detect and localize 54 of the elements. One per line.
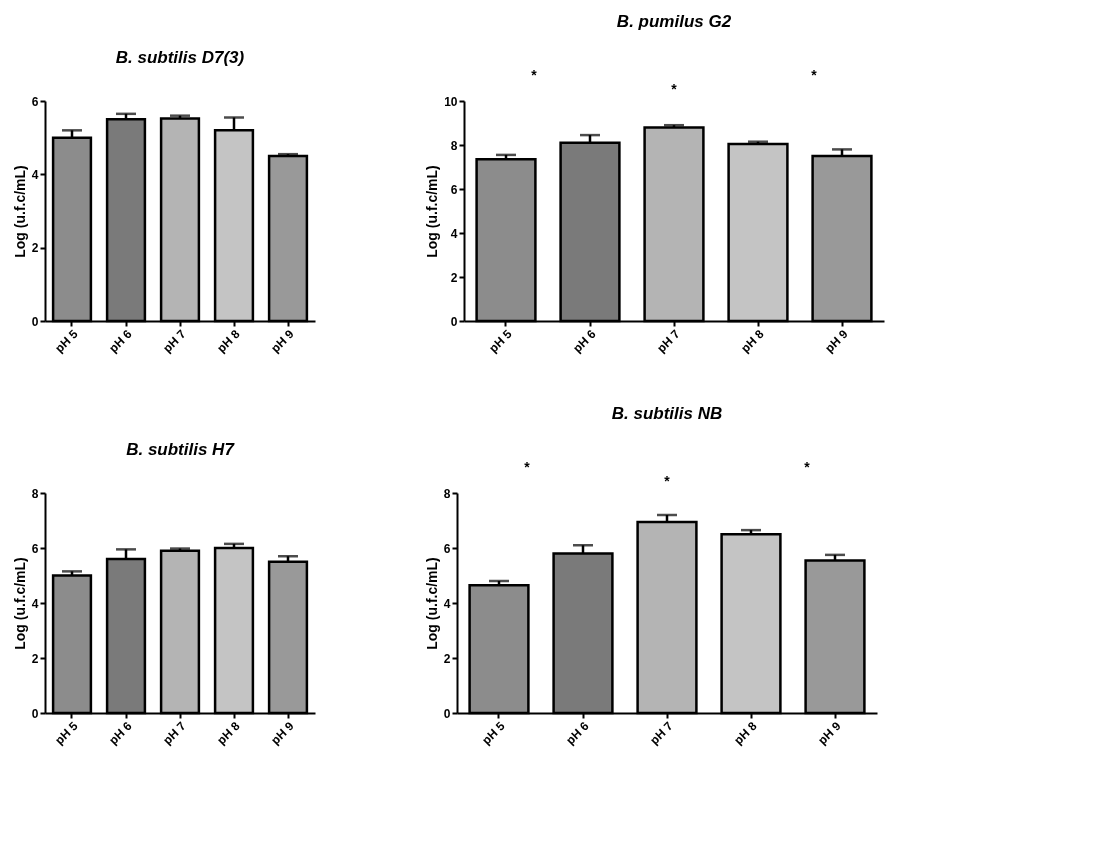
chart-title: B. subtilis H7 <box>126 440 236 459</box>
y-tick-label: 8 <box>443 486 451 501</box>
x-tick-label: pH 7 <box>647 718 676 748</box>
y-axis-title: Log (u.f.c/mL) <box>423 557 440 650</box>
y-tick-label: 0 <box>31 706 39 721</box>
y-tick-label: 0 <box>450 314 458 329</box>
text: * <box>531 67 538 83</box>
y-tick-label: 4 <box>31 167 39 182</box>
x-tick-label: pH 8 <box>214 718 243 748</box>
text: * <box>524 459 531 475</box>
x-tick-label: pH 8 <box>738 326 767 356</box>
text: * <box>671 81 678 97</box>
chart-title: B. pumilus G2 <box>616 12 732 31</box>
y-tick-label: 0 <box>443 706 451 721</box>
x-tick-label: pH 5 <box>52 718 81 748</box>
x-tick-label: pH 6 <box>106 718 135 748</box>
x-tick-label: pH 7 <box>160 326 189 356</box>
x-tick-label: pH 8 <box>731 718 760 748</box>
y-tick-label: 6 <box>31 541 39 556</box>
y-tick-label: 4 <box>450 226 458 241</box>
x-tick-label: pH 6 <box>106 326 135 356</box>
y-tick-label: 10 <box>444 94 458 109</box>
y-tick-label: 2 <box>443 651 451 666</box>
text: * <box>811 67 818 83</box>
x-tick-label: pH 9 <box>268 326 297 356</box>
y-tick-label: 8 <box>450 138 458 153</box>
y-tick-label: 6 <box>31 94 39 109</box>
x-tick-label: pH 6 <box>563 718 592 748</box>
x-tick-label: pH 9 <box>822 326 851 356</box>
x-tick-label: pH 6 <box>570 326 599 356</box>
text: * <box>664 473 671 489</box>
y-tick-label: 4 <box>443 596 451 611</box>
y-tick-label: 2 <box>31 651 39 666</box>
chart-title: B. subtilis D7(3) <box>115 48 245 67</box>
x-tick-label: pH 5 <box>486 326 515 356</box>
y-axis-title: Log (u.f.c/mL) <box>11 165 28 258</box>
x-tick-label: pH 7 <box>654 326 683 356</box>
y-tick-label: 6 <box>443 541 451 556</box>
x-tick-label: pH 5 <box>479 718 508 748</box>
text: * <box>804 459 811 475</box>
chart-title: B. subtilis NB <box>611 404 723 423</box>
x-tick-label: pH 9 <box>815 718 844 748</box>
x-tick-label: pH 5 <box>52 326 81 356</box>
y-tick-label: 2 <box>450 270 458 285</box>
y-axis-title: Log (u.f.c/mL) <box>11 557 28 650</box>
y-axis-title: Log (u.f.c/mL) <box>424 165 441 258</box>
y-tick-label: 6 <box>450 182 458 197</box>
y-tick-label: 8 <box>31 486 39 501</box>
x-tick-label: pH 8 <box>214 326 243 356</box>
y-tick-label: 2 <box>31 241 39 256</box>
y-tick-label: 4 <box>31 596 39 611</box>
x-tick-label: pH 9 <box>268 718 297 748</box>
y-tick-label: 0 <box>31 314 39 329</box>
x-tick-label: pH 7 <box>160 718 189 748</box>
